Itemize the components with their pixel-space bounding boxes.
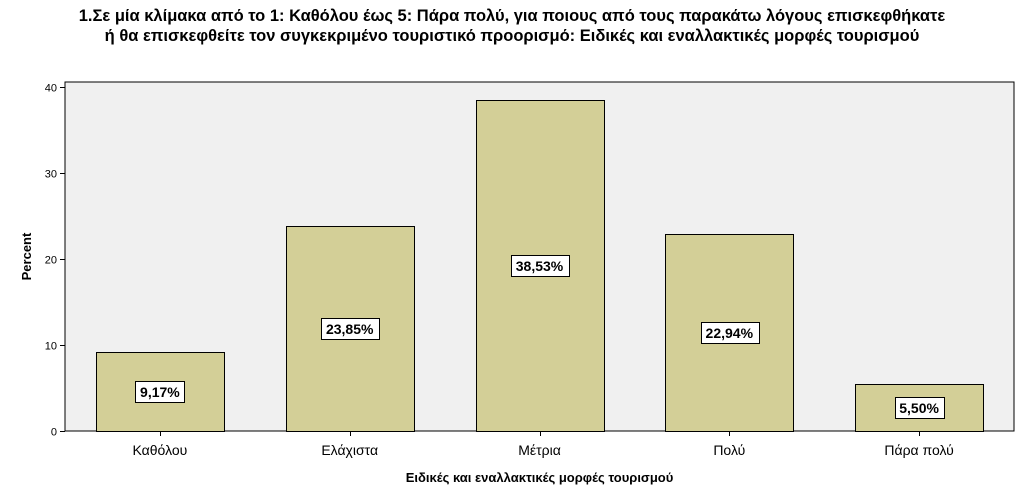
x-tick-label: Μέτρια — [518, 442, 561, 458]
x-tick-label: Πάρα πολύ — [884, 442, 953, 458]
bars-layer: 9,17% 23,85% 38,53% 22,94% 5,50% — [96, 100, 984, 432]
y-tick-label: 40 — [45, 83, 57, 95]
data-label-box — [701, 322, 760, 344]
x-tick-label: Ελάχιστα — [321, 442, 378, 458]
y-tick-label: 30 — [45, 169, 57, 181]
data-label: 22,94% — [706, 325, 754, 341]
chart-title-line-2: ή θα επισκεφθείτε τον συγκεκριμένο τουρι… — [104, 27, 920, 45]
x-axis-label: Ειδικές και εναλλακτικές μορφές τουρισμο… — [406, 470, 674, 485]
data-label: 23,85% — [326, 321, 374, 337]
data-label: 38,53% — [516, 258, 564, 274]
data-label-box — [321, 318, 380, 340]
x-axis: Καθόλου Ελάχιστα Μέτρια Πολύ Πάρα πολύ — [133, 431, 954, 458]
data-label: 9,17% — [140, 384, 180, 400]
x-tick-label: Καθόλου — [133, 442, 188, 458]
chart-title-line-1: 1.Σε μία κλίμακα από το 1: Καθόλου έως 5… — [78, 7, 946, 25]
data-label-box — [135, 381, 185, 403]
y-axis: 0 10 20 30 40 — [45, 83, 65, 439]
y-tick-label: 0 — [51, 427, 57, 439]
data-label-box — [895, 397, 945, 419]
x-tick-label: Πολύ — [713, 442, 745, 458]
data-label-box — [511, 255, 570, 277]
y-tick-label: 20 — [45, 255, 57, 267]
data-label: 5,50% — [899, 400, 939, 416]
y-tick-label: 10 — [45, 341, 57, 353]
y-axis-label: Percent — [19, 232, 34, 280]
chart-title: 1.Σε μία κλίμακα από το 1: Καθόλου έως 5… — [0, 6, 1024, 46]
